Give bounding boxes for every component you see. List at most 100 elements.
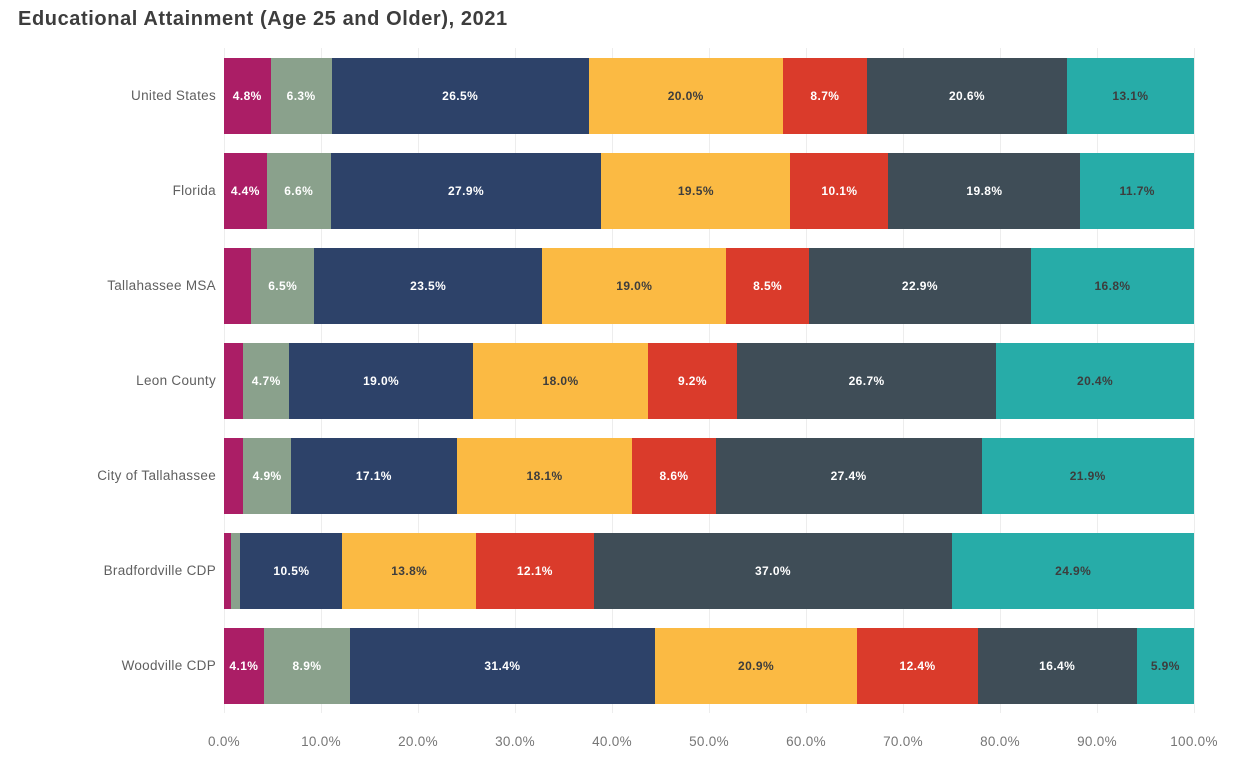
bar-segment-1-magenta[interactable] <box>224 437 244 514</box>
bar-segment-2-sage[interactable]: 6.3% <box>270 57 332 134</box>
x-tick-label: 70.0% <box>883 734 923 749</box>
table-row: Leon County 4.7% 19.0% 18.0% 9.2% 26.7% 20.4% <box>0 333 1254 428</box>
segment-value-label: 12.1% <box>516 563 553 578</box>
bar-segment-6-charcoal[interactable]: 37.0% <box>593 532 953 609</box>
bar-segment-5-red[interactable]: 8.7% <box>782 57 868 134</box>
bar-segment-1-magenta[interactable]: 4.4% <box>224 152 267 229</box>
segment-value-label: 6.5% <box>268 278 298 293</box>
segment-value-label: 9.2% <box>678 373 707 388</box>
table-row: Woodville CDP 4.1% 8.9% 31.4% 20.9% 12.4% 16.4… <box>0 618 1254 713</box>
bar-segment-6-charcoal[interactable]: 26.7% <box>737 342 997 419</box>
segment-value-label: 4.4% <box>230 183 260 198</box>
bar-segment-2-sage[interactable]: 4.9% <box>243 437 291 514</box>
segment-value-label: 23.5% <box>410 278 447 293</box>
bar-segment-7-teal[interactable]: 5.9% <box>1136 627 1194 704</box>
segment-value-label: 4.9% <box>252 468 282 483</box>
table-row: City of Tallahassee 4.9% 17.1% 18.1% 8.6% 27.… <box>0 428 1254 523</box>
stacked-bar: 10.5% 13.8% 12.1% 37.0% 24.9% <box>224 532 1194 609</box>
bar-segment-7-teal[interactable]: 20.4% <box>996 342 1194 419</box>
bar-segment-2-sage[interactable] <box>230 532 241 609</box>
x-tick-label: 90.0% <box>1077 734 1117 749</box>
segment-value-label: 6.3% <box>286 88 316 103</box>
bar-segment-3-navy[interactable]: 23.5% <box>314 247 543 324</box>
segment-value-label: 12.4% <box>899 658 936 673</box>
x-tick-label: 10.0% <box>301 734 341 749</box>
bar-segment-1-magenta[interactable] <box>224 247 252 324</box>
bar-segment-6-charcoal[interactable]: 16.4% <box>977 627 1137 704</box>
bar-segment-3-navy[interactable]: 17.1% <box>290 437 457 514</box>
bar-segment-1-magenta[interactable] <box>224 532 231 609</box>
segment-value-label: 10.1% <box>821 183 858 198</box>
segment-value-label: 13.1% <box>1112 88 1149 103</box>
bar-segment-7-teal[interactable]: 16.8% <box>1031 247 1194 324</box>
bar-segment-7-teal[interactable]: 13.1% <box>1066 57 1194 134</box>
bar-segment-1-magenta[interactable] <box>224 342 244 419</box>
table-row: Florida 4.4% 6.6% 27.9% 19.5% 10.1% 19.8% 11.7% <box>0 143 1254 238</box>
bar-segment-5-red[interactable]: 10.1% <box>790 152 889 229</box>
bar-segment-6-charcoal[interactable]: 27.4% <box>715 437 982 514</box>
table-row: United States 4.8% 6.3% 26.5% 20.0% 8.7% 20.6%… <box>0 48 1254 143</box>
segment-value-label: 37.0% <box>754 563 791 578</box>
bar-segment-3-navy[interactable]: 27.9% <box>330 152 602 229</box>
x-tick-label: 50.0% <box>689 734 729 749</box>
x-tick-label: 40.0% <box>592 734 632 749</box>
bar-segment-1-magenta[interactable]: 4.8% <box>224 57 271 134</box>
bar-segment-5-red[interactable]: 8.5% <box>726 247 809 324</box>
segment-value-label: 20.9% <box>738 658 775 673</box>
segment-value-label: 20.0% <box>667 88 704 103</box>
bar-segment-7-teal[interactable]: 24.9% <box>952 532 1194 609</box>
bar-segment-3-navy[interactable]: 10.5% <box>240 532 343 609</box>
stacked-bar: 4.8% 6.3% 26.5% 20.0% 8.7% 20.6% 13.1% <box>224 57 1194 134</box>
segment-value-label: 18.1% <box>526 468 563 483</box>
bar-segment-2-sage[interactable]: 4.7% <box>243 342 289 419</box>
segment-value-label: 20.6% <box>948 88 985 103</box>
x-tick-label: 60.0% <box>786 734 826 749</box>
bar-segment-2-sage[interactable]: 8.9% <box>263 627 351 704</box>
bar-segment-4-amber[interactable]: 19.5% <box>601 152 791 229</box>
bar-segment-1-magenta[interactable]: 4.1% <box>224 627 264 704</box>
segment-value-label: 5.9% <box>1150 658 1180 673</box>
segment-value-label: 4.7% <box>251 373 281 388</box>
bar-segment-3-navy[interactable]: 26.5% <box>331 57 589 134</box>
stacked-bar: 6.5% 23.5% 19.0% 8.5% 22.9% 16.8% <box>224 247 1194 324</box>
bar-segment-7-teal[interactable]: 21.9% <box>981 437 1194 514</box>
bar-segment-4-amber[interactable]: 20.0% <box>588 57 783 134</box>
bar-segment-7-teal[interactable]: 11.7% <box>1080 152 1194 229</box>
bar-segment-4-amber[interactable]: 19.0% <box>542 247 727 324</box>
stacked-bar: 4.7% 19.0% 18.0% 9.2% 26.7% 20.4% <box>224 342 1194 419</box>
bar-segment-4-amber[interactable]: 18.1% <box>456 437 633 514</box>
segment-value-label: 11.7% <box>1119 183 1155 198</box>
segment-value-label: 19.0% <box>363 373 400 388</box>
segment-value-label: 24.9% <box>1055 563 1092 578</box>
bar-segment-5-red[interactable]: 12.4% <box>857 627 978 704</box>
segment-value-label: 8.7% <box>810 88 840 103</box>
stacked-bar-chart: United States 4.8% 6.3% 26.5% 20.0% 8.7% 20.6%… <box>0 48 1254 749</box>
bar-segment-3-navy[interactable]: 19.0% <box>288 342 474 419</box>
segment-value-label: 16.4% <box>1039 658 1076 673</box>
bar-segment-2-sage[interactable]: 6.6% <box>266 152 331 229</box>
segment-value-label: 8.5% <box>753 278 783 293</box>
x-tick-label: 80.0% <box>980 734 1020 749</box>
segment-value-label: 20.4% <box>1077 373 1114 388</box>
bar-segment-2-sage[interactable]: 6.5% <box>251 247 315 324</box>
table-row: Tallahassee MSA 6.5% 23.5% 19.0% 8.5% 22.9% 16… <box>0 238 1254 333</box>
chart-title: Educational Attainment (Age 25 and Older… <box>18 8 508 30</box>
segment-value-label: 21.9% <box>1069 468 1106 483</box>
x-tick-label: 20.0% <box>398 734 438 749</box>
bar-segment-5-red[interactable]: 8.6% <box>632 437 716 514</box>
bar-segment-4-amber[interactable]: 20.9% <box>654 627 858 704</box>
segment-value-label: 6.6% <box>284 183 314 198</box>
bar-segment-3-navy[interactable]: 31.4% <box>350 627 655 704</box>
x-tick-label: 30.0% <box>495 734 535 749</box>
category-label: United States <box>131 88 216 103</box>
segment-value-label: 22.9% <box>901 278 938 293</box>
category-label: City of Tallahassee <box>97 468 216 483</box>
bar-segment-5-red[interactable]: 12.1% <box>476 532 594 609</box>
bar-segment-4-amber[interactable]: 18.0% <box>473 342 648 419</box>
bar-segment-6-charcoal[interactable]: 20.6% <box>867 57 1067 134</box>
bar-segment-5-red[interactable]: 9.2% <box>647 342 738 419</box>
bar-segment-4-amber[interactable]: 13.8% <box>342 532 477 609</box>
segment-value-label: 4.1% <box>229 658 259 673</box>
bar-segment-6-charcoal[interactable]: 22.9% <box>808 247 1031 324</box>
bar-segment-6-charcoal[interactable]: 19.8% <box>888 152 1081 229</box>
